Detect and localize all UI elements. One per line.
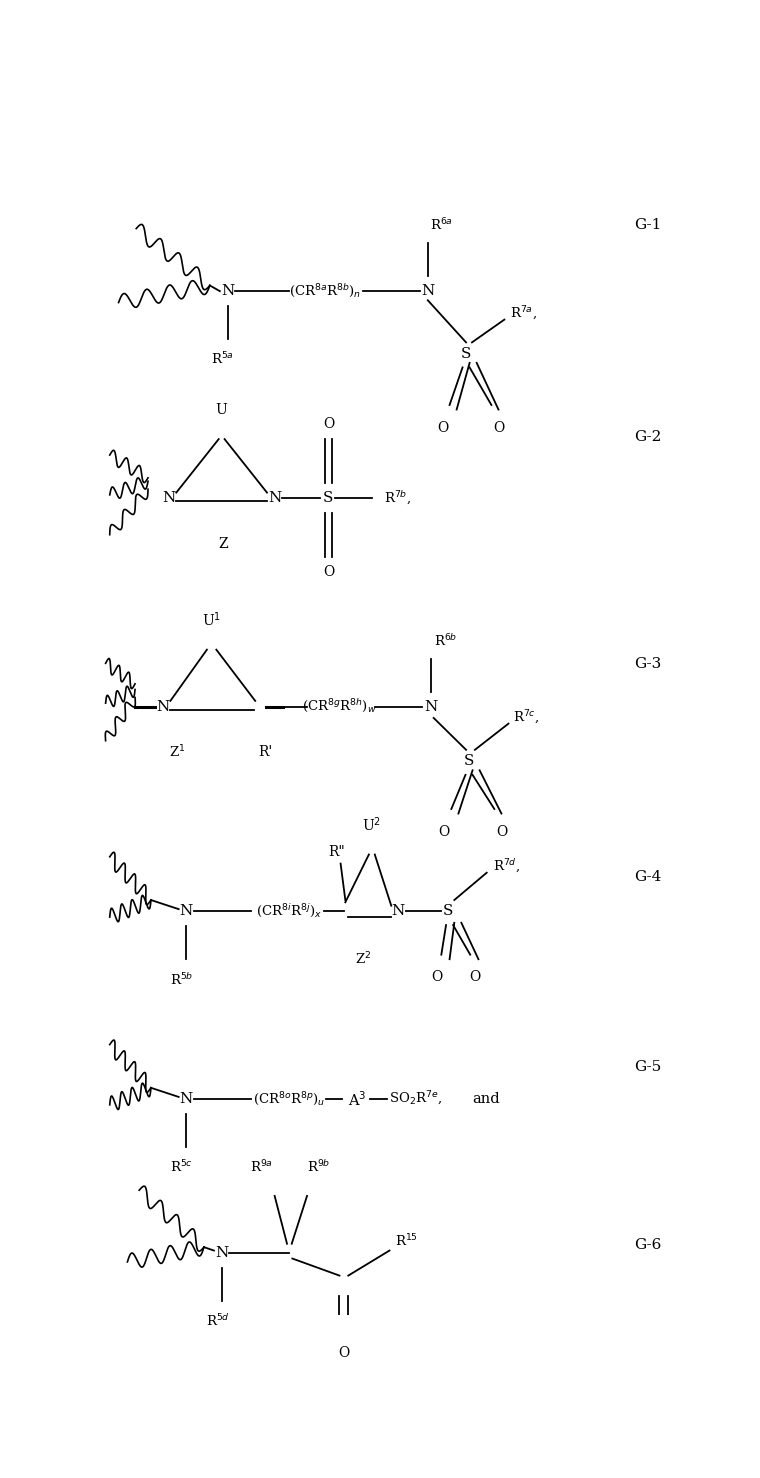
Text: O: O <box>338 1346 349 1360</box>
Text: (CR$^{8o}$R$^{8p}$)$_u$: (CR$^{8o}$R$^{8p}$)$_u$ <box>253 1091 325 1108</box>
Text: Z$^2$: Z$^2$ <box>355 950 371 968</box>
Text: R$^{5b}$: R$^{5b}$ <box>170 971 193 987</box>
Text: R$^{5d}$: R$^{5d}$ <box>206 1312 230 1329</box>
Text: U: U <box>216 402 227 417</box>
Text: O: O <box>431 971 442 984</box>
Text: G-1: G-1 <box>634 219 661 232</box>
Text: G-5: G-5 <box>634 1060 661 1075</box>
Text: G-3: G-3 <box>634 658 661 671</box>
Text: O: O <box>496 825 507 838</box>
Text: R$^{6b}$: R$^{6b}$ <box>434 633 457 649</box>
Text: O: O <box>492 421 504 435</box>
Text: N: N <box>179 1092 193 1106</box>
Text: R$^{7b}$,: R$^{7b}$, <box>384 489 410 507</box>
Text: (CR$^{8a}$R$^{8b}$)$_n$: (CR$^{8a}$R$^{8b}$)$_n$ <box>289 282 361 300</box>
Text: G-6: G-6 <box>634 1239 661 1252</box>
Text: R": R" <box>328 845 345 859</box>
Text: N: N <box>156 699 169 714</box>
Text: N: N <box>391 905 405 918</box>
Text: O: O <box>323 565 334 579</box>
Text: R$^{5a}$: R$^{5a}$ <box>211 352 234 368</box>
Text: O: O <box>439 825 450 838</box>
Text: N: N <box>162 491 176 505</box>
Text: U$^2$: U$^2$ <box>363 816 382 834</box>
Text: O: O <box>323 417 334 432</box>
Text: R$^{7d}$,: R$^{7d}$, <box>492 857 520 875</box>
Text: R$^{5c}$: R$^{5c}$ <box>170 1159 193 1176</box>
Text: Z$^1$: Z$^1$ <box>169 743 185 760</box>
Text: R$^{7a}$,: R$^{7a}$, <box>510 304 537 324</box>
Text: (CR$^{8i}$R$^{8j}$)$_x$: (CR$^{8i}$R$^{8j}$)$_x$ <box>256 903 322 919</box>
Text: S: S <box>322 491 333 505</box>
Text: S: S <box>464 754 474 769</box>
Text: O: O <box>469 971 480 984</box>
Text: Z: Z <box>219 537 228 551</box>
Text: S: S <box>443 905 454 918</box>
Text: R$^{7c}$,: R$^{7c}$, <box>513 709 540 727</box>
Text: O: O <box>437 421 448 435</box>
Text: A$^3$: A$^3$ <box>348 1089 366 1108</box>
Text: S: S <box>461 347 471 361</box>
Text: N: N <box>268 491 281 505</box>
Text: N: N <box>424 699 437 714</box>
Text: and: and <box>472 1092 499 1106</box>
Text: N: N <box>421 284 435 299</box>
Text: N: N <box>215 1246 228 1259</box>
Text: G-2: G-2 <box>634 430 661 443</box>
Text: SO$_2$R$^{7e}$,: SO$_2$R$^{7e}$, <box>389 1091 443 1108</box>
Text: R$^{6a}$: R$^{6a}$ <box>429 217 453 234</box>
Text: U$^1$: U$^1$ <box>202 610 221 630</box>
Text: R$^{9b}$: R$^{9b}$ <box>307 1160 331 1175</box>
Text: R$^{15}$: R$^{15}$ <box>395 1233 419 1250</box>
Text: R': R' <box>258 745 273 760</box>
Text: N: N <box>179 905 193 918</box>
Text: N: N <box>221 284 234 299</box>
Text: G-4: G-4 <box>634 871 661 884</box>
Text: R$^{9a}$: R$^{9a}$ <box>249 1159 273 1176</box>
Text: (CR$^{8g}$R$^{8h}$)$_w$: (CR$^{8g}$R$^{8h}$)$_w$ <box>302 698 377 715</box>
